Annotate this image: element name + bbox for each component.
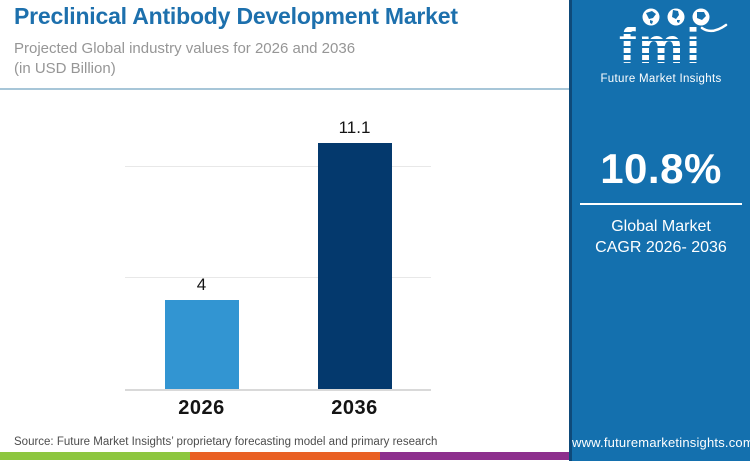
bar-2036 [317,143,392,389]
stat-label-line-1: Global Market [611,218,711,235]
footer-color-strip [0,452,569,460]
stat-label-line-2: CAGR 2026- 2036 [595,239,727,256]
cagr-stat: 10.8% Global Market CAGR 2026- 2036 [572,145,750,258]
x-axis-label-2026: 2026 [178,397,225,419]
globe-europe-icon [667,8,685,26]
strip-purple-segment [380,452,569,460]
strip-green-segment [0,452,190,460]
website-url: www.futuremarketinsights.com [572,435,750,450]
cagr-value: 10.8% [600,145,722,192]
globe-americas-icon [642,8,660,26]
bar-group-2026: 4 2026 [164,101,239,419]
stat-label: Global Market CAGR 2026- 2036 [572,216,750,258]
fmi-wordmark-wrap: fmi [619,20,703,72]
fmi-logo: fmi Future Market Insights [572,7,750,85]
logo-tagline: Future Market Insights [600,73,722,85]
page-title: Preclinical Antibody Development Market [14,3,458,29]
main-content: Preclinical Antibody Development Market … [0,0,569,460]
gridline-10 [125,166,431,168]
source-note: Source: Future Market Insights’ propriet… [14,436,438,448]
wordmark-stripes [619,20,703,72]
subtitle-line-1: Projected Global industry values for 202… [14,40,356,57]
header-divider [0,88,569,90]
swoosh-icon [700,23,728,33]
subtitle-line-2: (in USD Billion) [14,60,116,77]
gridline-5 [125,277,431,279]
sidebar: fmi Future Market Insights 10.8% Global … [569,0,750,461]
page-subtitle: Projected Global industry values for 202… [14,39,569,79]
bar-group-2036: 11.1 2036 [317,101,392,419]
stat-divider [580,203,742,205]
header: Preclinical Antibody Development Market … [0,0,569,79]
plot-area: 4 2026 11.1 2036 [125,101,431,419]
x-axis-label-2036: 2036 [331,397,378,419]
bar-2026 [164,300,239,389]
strip-orange-segment [190,452,380,460]
globe-hands-icon [692,8,710,26]
globe-icons [642,8,728,33]
bar-value-label: 4 [196,275,207,295]
bar-value-label: 11.1 [338,118,371,138]
